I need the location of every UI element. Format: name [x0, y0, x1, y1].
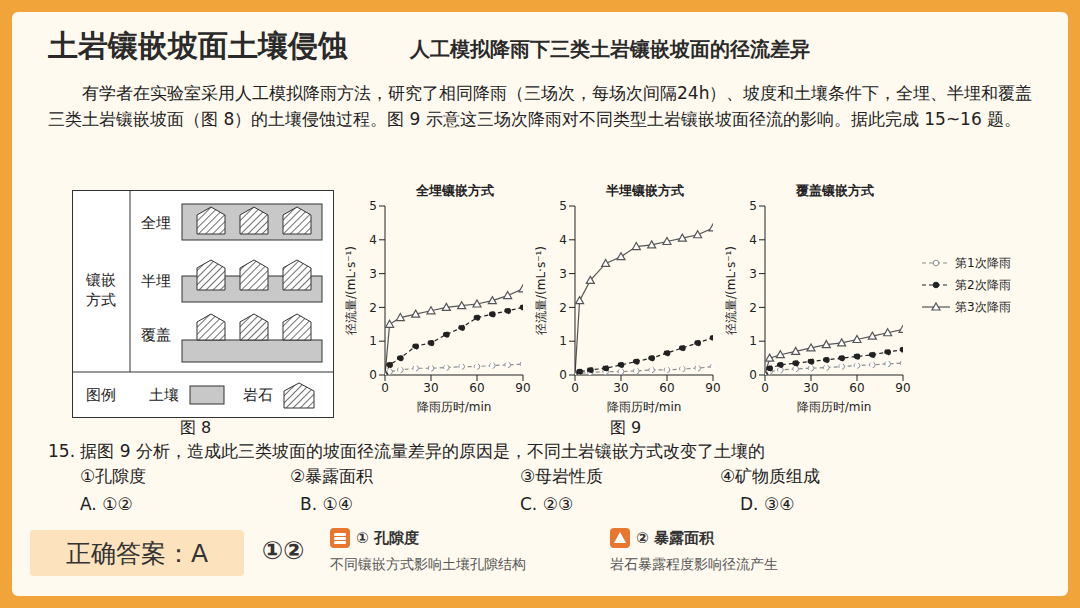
svg-text:3: 3 [369, 267, 377, 281]
html-text:④矿物质组成: ④矿物质组成 [720, 466, 821, 486]
html-text:②暴露面积: ②暴露面积 [290, 466, 374, 486]
svg-text:岩石: 岩石 [243, 386, 273, 404]
html-text:①孔隙度: ①孔隙度 [80, 466, 147, 486]
svg-text:1: 1 [559, 334, 567, 348]
html-text:半埋镶嵌方式: 半埋镶嵌方式 [606, 183, 684, 198]
html-text:A. ①②: A. ①② [80, 494, 133, 514]
svg-text:4: 4 [559, 233, 567, 247]
svg-text:60: 60 [659, 381, 674, 395]
svg-text:降雨历时/min: 降雨历时/min [417, 400, 492, 414]
html-text:覆盖镶嵌方式: 覆盖镶嵌方式 [796, 183, 874, 198]
svg-text:5: 5 [559, 200, 567, 213]
svg-text:60: 60 [469, 381, 484, 395]
svg-text:方式: 方式 [86, 291, 116, 309]
svg-text:5: 5 [369, 200, 377, 213]
svg-text:覆盖: 覆盖 [141, 326, 171, 344]
svg-text:30: 30 [803, 381, 818, 395]
svg-text:镶嵌: 镶嵌 [85, 271, 116, 289]
svg-text:1: 1 [749, 334, 757, 348]
svg-text:4: 4 [369, 233, 377, 247]
svg-text:0: 0 [749, 368, 757, 382]
svg-text:0: 0 [761, 381, 769, 395]
html-text:第3次降雨: 第3次降雨 [955, 299, 1011, 314]
html-text:土岩镶嵌坡面土壤侵蚀: 土岩镶嵌坡面土壤侵蚀 [48, 28, 348, 63]
svg-text:60: 60 [849, 381, 864, 395]
svg-text:30: 30 [613, 381, 628, 395]
svg-text:半埋: 半埋 [141, 272, 171, 290]
svg-text:降雨历时/min: 降雨历时/min [797, 400, 872, 414]
svg-text:土壤: 土壤 [149, 386, 179, 404]
svg-text:90: 90 [895, 381, 910, 395]
svg-text:2: 2 [749, 301, 757, 315]
html-text:图 8: 图 8 [180, 418, 212, 437]
svg-text:径流量/(mL·s⁻¹): 径流量/(mL·s⁻¹) [725, 246, 738, 335]
html-text:B. ①④: B. ①④ [300, 494, 353, 514]
html-text:岩石暴露程度影响径流产生: 岩石暴露程度影响径流产生 [610, 556, 778, 572]
html-text:人工模拟降雨下三类土岩镶嵌坡面的径流差异: 人工模拟降雨下三类土岩镶嵌坡面的径流差异 [410, 37, 810, 61]
svg-text:3: 3 [749, 267, 757, 281]
html-text:第1次降雨: 第1次降雨 [955, 255, 1011, 270]
svg-text:径流量/(mL·s⁻¹): 径流量/(mL·s⁻¹) [345, 246, 358, 335]
svg-text:0: 0 [369, 368, 377, 382]
html-text:正确答案：A: 正确答案：A [65, 538, 208, 568]
html-text:② 暴露面积: ② 暴露面积 [636, 529, 714, 547]
svg-text:0: 0 [381, 381, 389, 395]
html-text:15. 据图 9 分析，造成此三类坡面的坡面径流量差异的原因: 15. 据图 9 分析，造成此三类坡面的坡面径流量差异的原因是，不同土岩镶嵌方式… [48, 441, 766, 461]
svg-text:5: 5 [749, 200, 757, 213]
svg-text:4: 4 [749, 233, 757, 247]
html-text:全埋镶嵌方式: 全埋镶嵌方式 [416, 183, 494, 198]
html-text:第2次降雨: 第2次降雨 [955, 277, 1011, 292]
svg-text:3: 3 [559, 267, 567, 281]
svg-text:1: 1 [369, 334, 377, 348]
html-text:③母岩性质: ③母岩性质 [520, 466, 604, 486]
svg-text:0: 0 [559, 368, 567, 382]
svg-text:图例: 图例 [86, 386, 116, 404]
svg-text:0: 0 [571, 381, 579, 395]
html-text:不同镶嵌方式影响土壤孔隙结构: 不同镶嵌方式影响土壤孔隙结构 [330, 556, 526, 572]
html-text:①②: ①② [262, 536, 305, 565]
svg-text:90: 90 [705, 381, 720, 395]
html-text:D. ③④: D. ③④ [740, 494, 795, 514]
svg-text:30: 30 [423, 381, 438, 395]
svg-text:2: 2 [559, 301, 567, 315]
svg-text:全埋: 全埋 [141, 214, 171, 232]
svg-text:90: 90 [515, 381, 530, 395]
svg-text:降雨历时/min: 降雨历时/min [607, 400, 682, 414]
html-text:C. ②③: C. ②③ [520, 494, 574, 514]
svg-text:2: 2 [369, 301, 377, 315]
svg-text:径流量/(mL·s⁻¹): 径流量/(mL·s⁻¹) [535, 246, 548, 335]
html-text:有学者在实验室采用人工模拟降雨方法，研究了相同降雨（三场次，: 有学者在实验室采用人工模拟降雨方法，研究了相同降雨（三场次，每场次间隔24h）、… [48, 83, 1033, 129]
html-text:① 孔隙度: ① 孔隙度 [356, 529, 419, 547]
html-text:图 9: 图 9 [610, 418, 642, 437]
